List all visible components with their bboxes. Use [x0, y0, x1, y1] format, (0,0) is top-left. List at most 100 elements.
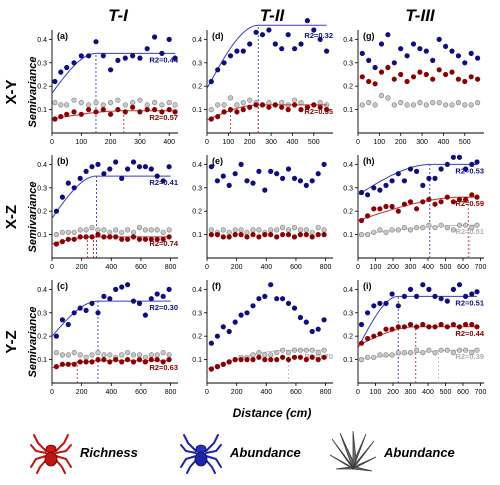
data-point-blue [53, 333, 60, 339]
data-point-red [430, 76, 436, 82]
data-point-blue [65, 321, 71, 328]
fit-line-blue [206, 24, 327, 89]
y-tick-label: 0.4 [192, 162, 202, 169]
data-point-grey [52, 99, 58, 106]
x-tick-label: 300 [405, 389, 417, 396]
data-point-blue [160, 293, 166, 300]
data-point-blue [280, 175, 286, 181]
panel-label: (h) [363, 156, 375, 166]
data-point-red [274, 357, 280, 363]
panel-f: 0.1 0.2 0.3 0.4 0 200 400 600 800 (f) R2=0.70 [192, 280, 333, 396]
data-point-grey [463, 222, 469, 228]
data-point-red [268, 357, 274, 363]
data-point-red [309, 234, 315, 240]
data-point-grey [65, 352, 71, 358]
data-point-grey [85, 102, 92, 108]
data-point-grey [122, 102, 128, 108]
data-point-blue [95, 310, 101, 316]
data-point-grey [401, 350, 408, 356]
x-tick-label: 200 [244, 139, 256, 146]
data-point-red [220, 361, 226, 367]
data-point-blue [468, 50, 474, 57]
legend-abundance-spider: Abundance [178, 422, 301, 482]
data-point-red [89, 234, 95, 240]
data-point-blue [304, 18, 311, 24]
data-point-grey [166, 99, 172, 106]
y-tick-label: 0.4 [37, 287, 47, 294]
data-point-grey [166, 227, 172, 233]
data-point-grey [65, 229, 71, 235]
x-tick-label: 200 [76, 389, 88, 396]
y-tick-label: 0.2 [37, 209, 47, 216]
data-point-grey [238, 227, 244, 233]
data-point-blue [148, 296, 154, 302]
data-point-red [85, 106, 92, 113]
data-point-grey [414, 347, 420, 353]
data-point-red [64, 111, 70, 117]
data-point-red [262, 232, 268, 238]
data-point-blue [232, 171, 238, 177]
data-point-grey [292, 97, 298, 103]
x-tick-label: 800 [320, 389, 332, 396]
data-point-red [119, 359, 125, 365]
data-point-red [309, 354, 315, 360]
data-point-blue [238, 312, 244, 318]
data-point-blue [244, 178, 250, 184]
data-point-red [208, 116, 214, 122]
data-point-red [463, 321, 469, 328]
data-point-grey [59, 352, 66, 358]
data-point-red [89, 359, 95, 365]
data-point-grey [101, 227, 107, 233]
data-point-blue [432, 293, 438, 300]
x-tick-label: 600 [290, 264, 302, 271]
data-point-blue [450, 286, 457, 293]
data-point-red [303, 232, 309, 238]
data-point-grey [358, 232, 365, 238]
data-point-blue [438, 166, 444, 172]
data-point-blue [317, 36, 323, 43]
data-point-blue [455, 53, 462, 59]
x-tick-label: 100 [374, 139, 386, 146]
data-point-grey [450, 350, 457, 356]
data-point-blue [226, 328, 232, 335]
data-point-red [444, 324, 450, 330]
data-point-grey [474, 347, 480, 353]
data-point-blue [71, 60, 77, 66]
data-point-red [250, 357, 256, 363]
data-point-blue [395, 303, 401, 309]
data-point-blue [268, 282, 274, 288]
data-point-grey [154, 227, 160, 233]
data-point-blue [220, 324, 226, 330]
data-point-blue [52, 78, 58, 85]
data-point-grey [78, 99, 84, 106]
y-tick-label: 0.3 [37, 185, 47, 192]
data-point-red [166, 234, 172, 240]
data-point-red [450, 199, 457, 205]
data-point-blue [53, 208, 60, 214]
data-point-red [148, 357, 154, 363]
data-point-grey [208, 106, 214, 113]
panel-g: 0.1 0.2 0.3 0.4 0 100 200 300 400 500 (g) [343, 30, 484, 146]
data-point-red [297, 232, 304, 238]
data-point-blue [160, 178, 166, 184]
data-point-grey [462, 102, 468, 108]
data-point-grey [410, 102, 417, 108]
data-point-blue [303, 319, 309, 325]
data-point-red [358, 217, 365, 224]
data-point-blue [297, 178, 304, 184]
data-point-grey [469, 350, 475, 356]
data-point-red [95, 357, 101, 363]
data-point-grey [420, 225, 426, 231]
data-point-grey [268, 227, 274, 233]
r2-label-blue: R2=0.51 [455, 298, 484, 307]
data-point-blue [154, 173, 160, 179]
spider-icon [180, 434, 222, 474]
data-point-grey [119, 229, 125, 235]
data-point-red [124, 236, 131, 242]
data-point-red [423, 71, 429, 78]
x-tick-label: 400 [105, 264, 117, 271]
panels-group: 0.1 0.2 0.3 0.4 0 100 200 300 400 (a) R2=0.44 R2=0.… [37, 18, 486, 396]
data-point-grey [371, 354, 377, 360]
data-point-grey [449, 102, 455, 108]
